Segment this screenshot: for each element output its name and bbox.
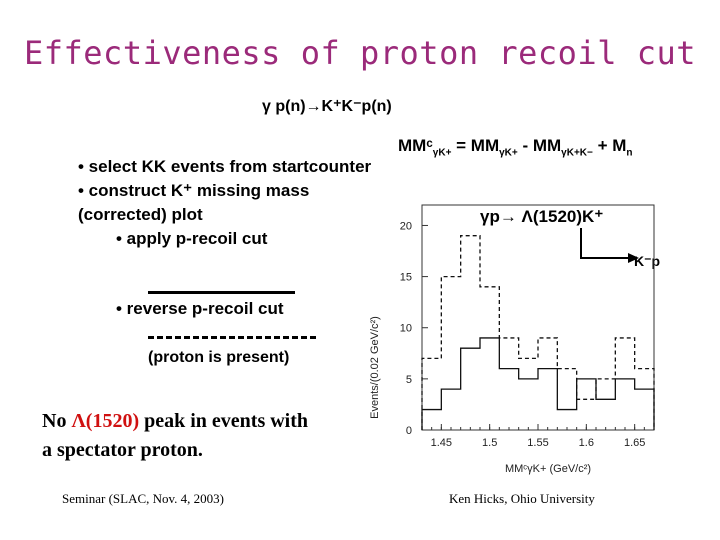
proton-present-label: (proton is present) xyxy=(148,349,290,366)
lambda-highlight: Λ(1520) xyxy=(71,410,140,432)
conclusion-line2: a spectator proton. xyxy=(42,439,203,461)
x-tick-label: 1.65 xyxy=(624,437,645,449)
y-tick-label: 5 xyxy=(406,374,412,386)
conclusion-prefix: No xyxy=(42,410,72,432)
mm-sub3: n xyxy=(626,147,633,159)
x-tick-label: 1.45 xyxy=(431,437,452,449)
mm-minus: - MM xyxy=(517,136,562,155)
mm-sub2: γK+K− xyxy=(561,147,593,159)
dashed-legend-line xyxy=(148,336,316,339)
bullet-apply-cut: • apply p-recoil cut xyxy=(116,229,268,248)
footer-seminar: Seminar (SLAC, Nov. 4, 2003) xyxy=(62,491,225,506)
x-tick-label: 1.55 xyxy=(527,437,548,449)
mm-lhs: MMᶜ xyxy=(398,136,433,155)
footer-author: Ken Hicks, Ohio University xyxy=(449,491,595,506)
slide-title: Effectiveness of proton recoil cut xyxy=(23,34,697,72)
y-tick-label: 10 xyxy=(400,323,412,335)
y-axis-label: Events/(0.02 GeV/c²) xyxy=(369,316,381,419)
series-solid-histogram xyxy=(421,337,655,430)
mm-plus: + M xyxy=(592,136,627,155)
missing-mass-histogram: 0 5 10 15 20 1.45 1.5 1.55 1.6 1.65 MMᶜγK+ (GeV/c²… xyxy=(369,204,655,475)
reaction-label: γ p(n)→K⁺K⁻p(n) xyxy=(262,98,392,115)
mm-eq: = MM xyxy=(451,136,500,155)
gp-reaction-label: γp→ Λ(1520)K⁺ xyxy=(480,207,604,226)
bullet-construct-mass: • construct K⁺ missing mass (corrected) … xyxy=(78,181,310,224)
missing-mass-formula: MMᶜγK+ = MMγK+ - MMγK+K− + Mn xyxy=(398,136,633,158)
arrow-icon xyxy=(580,228,639,263)
x-tick-label: 1.6 xyxy=(579,437,594,449)
y-tick-label: 20 xyxy=(400,220,412,232)
mm-sub1: γK+ xyxy=(499,147,518,159)
x-tick-label: 1.5 xyxy=(482,437,497,449)
series-dashed-histogram xyxy=(421,235,655,430)
y-tick-label: 0 xyxy=(406,425,412,437)
plot-frame xyxy=(421,204,655,431)
mm-lhs-sub: γK+ xyxy=(432,147,452,159)
x-axis-label: MMᶜγK+ (GeV/c²) xyxy=(505,463,591,475)
bullet-reverse-cut: • reverse p-recoil cut xyxy=(116,299,284,318)
bullet-select-events: • select KK events from startcounter xyxy=(78,157,372,176)
bullet-list: • select KK events from startcounter • c… xyxy=(78,155,378,251)
conclusion-text: No Λ(1520) peak in events with a spectat… xyxy=(42,407,308,465)
y-tick-label: 15 xyxy=(400,272,412,284)
conclusion-rest: peak in events with xyxy=(139,410,309,432)
solid-legend-line xyxy=(148,291,295,294)
